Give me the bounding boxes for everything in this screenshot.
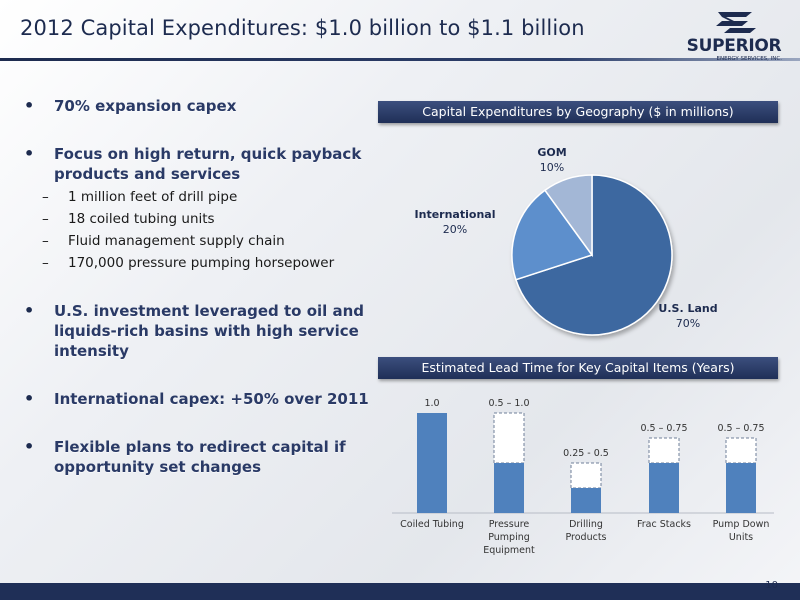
bar — [649, 463, 679, 513]
logo-emblem-icon — [716, 12, 756, 33]
pie-slice-percent-label: 10% — [540, 161, 564, 174]
bullet-item: Focus on high return, quick payback prod… — [22, 144, 372, 184]
bar-range-segment — [648, 437, 680, 464]
pie-chart-header: Capital Expenditures by Geography ($ in … — [378, 101, 778, 123]
title-divider — [0, 58, 800, 61]
bar-data-label: 0.5 – 1.0 — [488, 398, 529, 409]
logo-subtitle: ENERGY SERVICES, INC. — [716, 56, 782, 62]
bar-data-label: 0.5 – 0.75 — [717, 423, 764, 434]
bullet-item: 70% expansion capex — [22, 96, 372, 116]
pie-slice-name-label: International — [415, 208, 496, 221]
bullet-list: 70% expansion capex Focus on high return… — [22, 96, 372, 477]
pie-slice-u-s-land — [514, 174, 673, 336]
x-tick-label: Frac Stacks — [637, 519, 691, 530]
sub-bullet-text: 18 coiled tubing units — [68, 211, 215, 227]
pie-slice-name-label: GOM — [537, 146, 566, 159]
sub-bullet-item: – Fluid management supply chain — [42, 233, 285, 249]
lead-time-bar-chart: 1.0 0.5 – 1.0 0.25 - 0.5 0.5 – 0.75 0.5 – 0.… — [392, 398, 774, 556]
geography-pie-chart: U.S. Land 70% International 20% GOM 10% — [415, 146, 718, 336]
x-tick-label: Drilling Products — [565, 519, 606, 543]
sub-bullet-item: –170,000 pressure pumping horsepower — [42, 255, 335, 271]
bar-range-segment — [725, 437, 757, 464]
sub-bullet-item: –1 million feet of drill pipe — [42, 189, 238, 205]
pie-slice-gom — [543, 174, 593, 258]
page-number: 10 — [765, 580, 778, 591]
pie-slice-international — [511, 189, 594, 281]
logo-wordmark: SUPERIOR — [686, 36, 782, 56]
x-tick-label: Pressure Pumping Equipment — [483, 519, 535, 556]
page-title: 2012 Capital Expenditures: $1.0 billion … — [20, 16, 585, 40]
bar — [571, 488, 601, 513]
bar-data-label: 0.5 – 0.75 — [640, 423, 687, 434]
pie-slice-percent-label: 20% — [443, 223, 467, 236]
sub-bullet-text: 170,000 pressure pumping horsepower — [68, 255, 335, 271]
bar — [726, 463, 756, 513]
bar — [417, 413, 447, 513]
bar-data-label: 0.25 - 0.5 — [563, 448, 609, 459]
pie-slice-percent-label: 70% — [676, 317, 700, 330]
sub-bullet-item: –18 coiled tubing units — [42, 211, 215, 227]
bullet-item: Flexible plans to redirect capital if op… — [22, 437, 372, 477]
bullet-item: International capex: +50% over 2011 — [22, 389, 372, 409]
bar-data-label: 1.0 — [424, 398, 439, 409]
sub-bullet-text: 1 million feet of drill pipe — [68, 189, 238, 205]
footer-bar — [0, 583, 800, 600]
bullet-item: U.S. investment leveraged to oil and liq… — [22, 301, 372, 361]
x-tick-label: Coiled Tubing — [400, 519, 464, 530]
pie-slice-name-label: U.S. Land — [658, 302, 717, 315]
bar-range-segment — [570, 462, 602, 489]
bar — [494, 463, 524, 513]
bar-chart-header: Estimated Lead Time for Key Capital Item… — [378, 357, 778, 379]
x-tick-label: Pump Down Units — [713, 519, 770, 543]
company-logo: SUPERIOR ENERGY SERVICES, INC. — [686, 8, 782, 68]
sub-bullet-text: Fluid management supply chain — [68, 233, 285, 249]
bar-range-segment — [493, 412, 525, 464]
